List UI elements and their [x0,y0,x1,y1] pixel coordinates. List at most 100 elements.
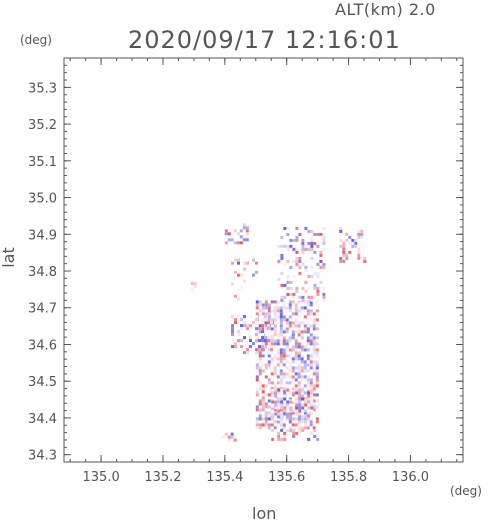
data-cell [276,375,280,379]
data-cell [301,238,305,242]
data-cell [307,229,311,233]
data-cell [292,428,296,432]
data-cell [319,286,323,290]
plot-frame [63,57,464,463]
data-cell [309,423,313,427]
data-cell [286,397,290,401]
data-cell [288,348,292,352]
data-cell [310,238,314,242]
data-cell [298,412,302,416]
data-cell [294,339,298,343]
data-cell [289,244,293,248]
data-cell [312,426,316,430]
data-cell [288,360,292,364]
data-cell [279,360,283,364]
data-cell [298,403,302,407]
data-cell [301,394,305,398]
data-cell [312,402,316,406]
data-cell [285,321,289,325]
data-cell [267,348,271,352]
data-cell [261,330,264,334]
data-cell [252,327,255,331]
data-cell [270,381,274,385]
data-cell [303,363,307,367]
data-cell [273,321,277,325]
data-cell [245,232,249,236]
data-cell [274,412,278,416]
data-cell [267,354,271,358]
data-cell [279,309,283,313]
data-cell [282,375,286,379]
data-cell [303,330,307,334]
data-cell [286,400,290,404]
data-cell [258,330,262,334]
data-cell [315,369,319,373]
data-cell [322,247,326,251]
data-cell [357,253,361,257]
data-cell [255,426,259,430]
data-cell [315,354,319,358]
data-cell [276,360,280,364]
data-cell [277,388,281,392]
data-cell [303,357,307,361]
data-cell [240,318,243,322]
data-cell [283,259,287,263]
data-cell [301,250,305,254]
data-cell [286,394,290,398]
data-cell [297,306,301,310]
data-cells [190,223,367,442]
data-cell [267,336,270,340]
data-cell [291,387,295,391]
data-cell [316,271,320,275]
data-cell [230,238,234,242]
data-cell [310,431,314,435]
data-cell [303,396,307,400]
data-cell [255,339,258,343]
data-cell [273,327,277,331]
data-cell [267,369,271,373]
data-cell [289,428,293,432]
data-cell [292,397,296,401]
data-cell [313,241,317,245]
data-cell [252,321,255,325]
data-cell [273,366,277,370]
data-cell [267,339,270,343]
data-cell [258,336,262,340]
data-cell [270,351,274,355]
data-cell [315,405,319,409]
data-cell [271,428,275,432]
data-cell [295,238,299,242]
data-cell [236,223,240,227]
data-cell [313,250,317,254]
data-cell [236,232,240,236]
data-cell [309,378,313,382]
data-cell [288,417,292,421]
data-cell [300,366,304,370]
data-cell [300,357,304,361]
data-cell [276,426,280,430]
data-cell [274,394,278,398]
data-cell [301,244,305,248]
data-cell [273,303,277,307]
data-cell [261,333,264,337]
altitude-label: ALT(km) 2.0 [335,0,436,19]
data-cell [351,244,355,248]
data-cell [294,420,298,424]
data-cell [261,423,265,427]
data-cell [360,244,364,248]
data-cell [297,342,301,346]
data-cell [315,417,319,421]
data-cell [306,426,310,430]
data-cell [279,318,283,322]
data-cell [270,300,274,304]
data-cell [261,417,265,421]
data-cell [261,339,264,343]
data-cell [255,321,258,325]
data-cell [267,423,271,427]
data-cell [294,426,298,430]
data-cell [300,333,304,337]
data-cell [304,394,308,398]
y-tick-label: 35.2 [28,118,57,133]
data-cell [264,357,268,361]
data-cell [261,384,265,388]
